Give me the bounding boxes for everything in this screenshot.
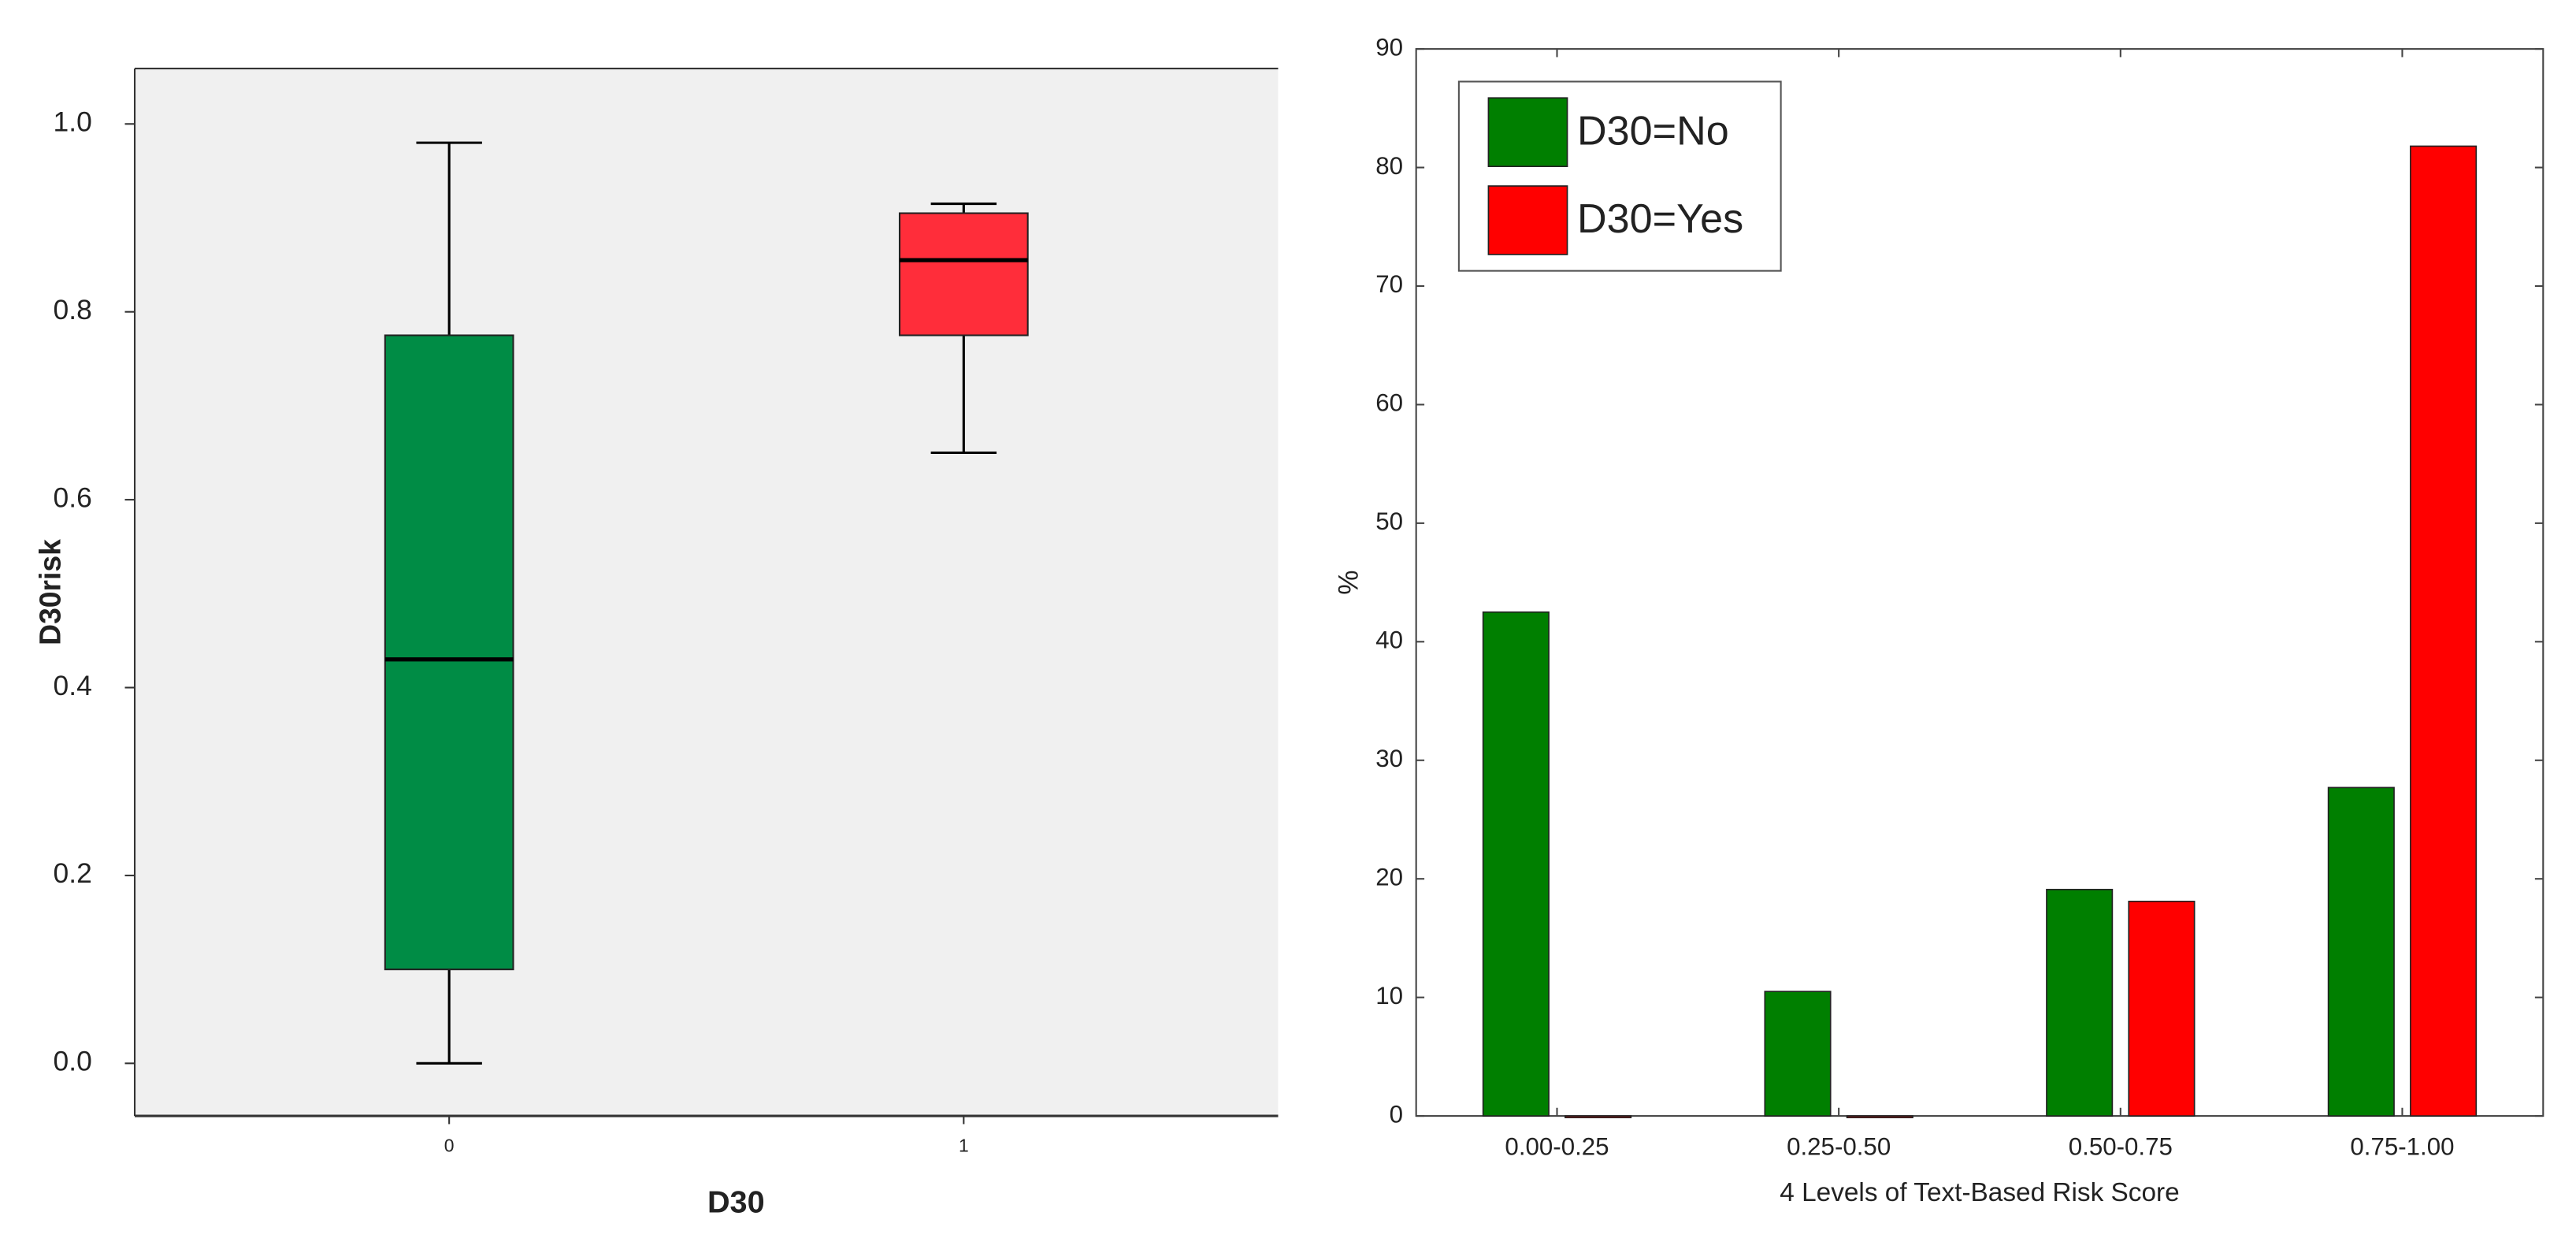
x-tick-label: 0.25-0.50 xyxy=(1787,1133,1891,1161)
y-tick-label: 60 xyxy=(1375,389,1403,417)
y-tick-label: 0.8 xyxy=(54,295,92,325)
y-tick-label: 0.0 xyxy=(54,1047,92,1077)
y-tick-label: 20 xyxy=(1375,864,1403,891)
y-axis-label: % xyxy=(1333,570,1364,594)
plot-area xyxy=(135,68,1279,1117)
y-tick-label: 0.2 xyxy=(54,858,92,889)
legend-swatch xyxy=(1487,185,1568,255)
x-axis-label: D30 xyxy=(707,1184,765,1219)
bar xyxy=(2128,900,2196,1117)
y-tick-label: 30 xyxy=(1375,745,1403,772)
legend-label: D30=No xyxy=(1577,109,1729,154)
bar xyxy=(2327,786,2395,1117)
bar xyxy=(1846,1115,1913,1118)
y-tick-label: 0.4 xyxy=(54,671,92,701)
bar xyxy=(2410,145,2478,1117)
x-tick-label: 0.50-0.75 xyxy=(2069,1133,2173,1161)
y-tick-label: 90 xyxy=(1375,33,1403,61)
y-tick-label: 70 xyxy=(1375,270,1403,298)
legend-label: D30=Yes xyxy=(1577,196,1743,242)
y-axis-label: D30risk xyxy=(34,539,67,645)
y-tick-label: 40 xyxy=(1375,626,1403,654)
box xyxy=(384,334,514,971)
y-tick-label: 50 xyxy=(1375,508,1403,535)
bar xyxy=(1764,991,1832,1117)
bar xyxy=(2046,888,2114,1117)
legend-swatch xyxy=(1487,97,1568,167)
x-tick-label: 0.75-1.00 xyxy=(2350,1133,2454,1161)
x-axis-label: 4 Levels of Text-Based Risk Score xyxy=(1780,1178,2179,1207)
bar xyxy=(1482,611,1550,1117)
y-tick-label: 1.0 xyxy=(54,107,92,138)
x-tick-label: 0.00-0.25 xyxy=(1505,1133,1609,1161)
x-tick-label: 0 xyxy=(444,1136,455,1156)
y-tick-label: 0 xyxy=(1390,1100,1403,1128)
y-tick-label: 0.6 xyxy=(54,483,92,514)
y-tick-label: 10 xyxy=(1375,982,1403,1009)
box xyxy=(898,212,1029,336)
bar xyxy=(1565,1115,1632,1118)
x-tick-label: 1 xyxy=(959,1136,969,1156)
y-tick-label: 80 xyxy=(1375,152,1403,180)
